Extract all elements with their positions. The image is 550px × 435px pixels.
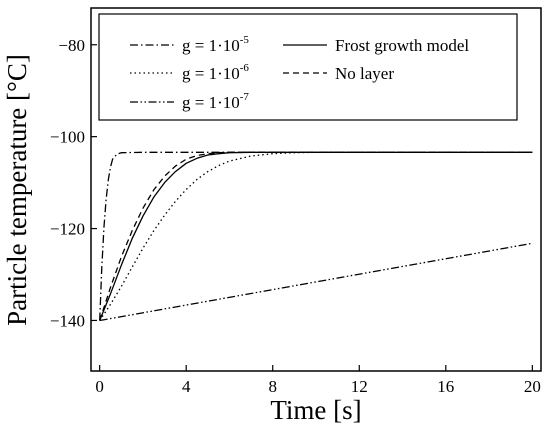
x-tick-label: 4	[182, 377, 191, 396]
y-tick-label: −80	[58, 36, 85, 55]
legend-label: No layer	[335, 64, 394, 83]
legend-label: g = 1·10-7	[182, 91, 249, 112]
legend-box	[98, 13, 518, 121]
y-tick-label: −120	[50, 220, 85, 239]
series-line	[99, 242, 533, 322]
x-tick-label: 16	[437, 377, 454, 396]
series-line	[99, 151, 533, 321]
tick-labels: 0 4 8 12 16 20 −140 −120 −100 −80	[50, 36, 541, 396]
ticks	[91, 44, 533, 371]
x-tick-label: 8	[268, 377, 277, 396]
series-line	[99, 151, 533, 321]
x-tick-label: 12	[351, 377, 368, 396]
legend-label-exponent: -5	[240, 34, 250, 46]
legend-label-exponent: -6	[240, 62, 250, 74]
legend: g = 1·10-5 g = 1·10-6 g = 1·10-7 Frost grow…	[130, 34, 469, 112]
series-line	[99, 151, 533, 321]
x-tick-label: 20	[524, 377, 541, 396]
y-tick-label: −100	[50, 128, 85, 147]
y-tick-label: −140	[50, 311, 85, 330]
legend-label: g = 1·10-6	[182, 62, 249, 83]
plot-frame	[90, 7, 542, 372]
x-tick-label: 0	[95, 377, 104, 396]
legend-label-exponent: -7	[240, 91, 250, 103]
legend-label: g = 1·10-5	[182, 34, 249, 55]
y-axis-title: Particle temperature [°C]	[2, 54, 32, 326]
series-lines	[99, 151, 533, 322]
x-axis-title: Time [s]	[270, 395, 361, 425]
series-line	[99, 151, 533, 321]
legend-label: Frost growth model	[335, 36, 469, 55]
